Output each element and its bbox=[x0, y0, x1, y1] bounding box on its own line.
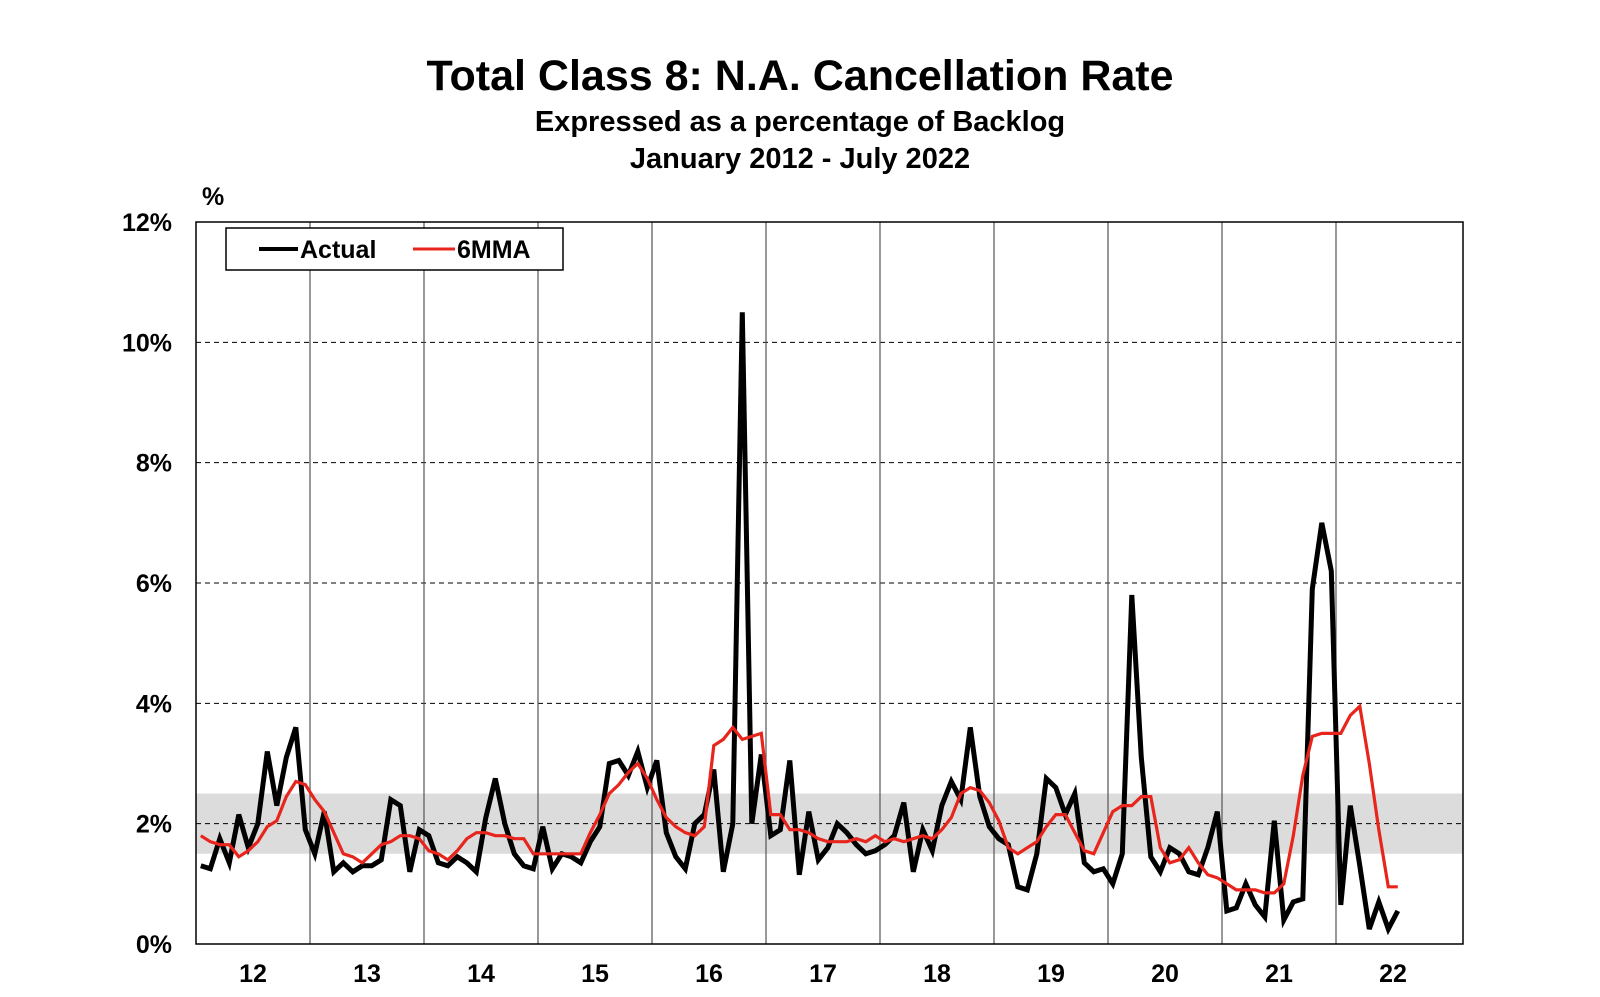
y-tick-label: 8% bbox=[136, 450, 172, 478]
y-tick-label: 12% bbox=[122, 209, 172, 237]
y-tick-label: 6% bbox=[136, 570, 172, 598]
horizontal-gridlines bbox=[196, 221, 1463, 825]
legend: Actual 6MMA bbox=[225, 227, 564, 271]
x-tick-label: 20 bbox=[1151, 960, 1179, 988]
x-tick-label: 14 bbox=[467, 960, 495, 988]
series-line-6mma bbox=[199, 703, 1398, 895]
vertical-gridlines bbox=[309, 222, 1337, 944]
chart-title: Total Class 8: N.A. Cancellation Rate bbox=[426, 52, 1174, 100]
series-group bbox=[199, 312, 1401, 936]
x-tick-label: 19 bbox=[1037, 960, 1065, 988]
y-axis-label: % bbox=[202, 183, 224, 211]
plot-frame bbox=[195, 221, 1464, 945]
legend-label-6mma: 6MMA bbox=[457, 236, 531, 264]
legend-label-actual: Actual bbox=[300, 236, 376, 264]
x-tick-label: 13 bbox=[353, 960, 381, 988]
x-tick-label: 12 bbox=[239, 960, 267, 988]
x-tick-label: 22 bbox=[1379, 960, 1407, 988]
x-tick-label: 16 bbox=[695, 960, 723, 988]
y-axis-ticks: 0% 2% 4% 6% 8% 10% 12% bbox=[122, 209, 172, 959]
y-tick-label: 10% bbox=[122, 329, 172, 357]
x-tick-label: 18 bbox=[923, 960, 951, 988]
x-axis-ticks: 12 13 14 15 16 17 18 19 20 21 22 bbox=[239, 960, 1407, 988]
y-tick-label: 4% bbox=[136, 690, 172, 718]
x-tick-label: 15 bbox=[581, 960, 609, 988]
chart-date-range: January 2012 - July 2022 bbox=[629, 143, 971, 175]
x-tick-label: 21 bbox=[1265, 960, 1293, 988]
y-tick-label: 2% bbox=[136, 811, 172, 839]
series-line-actual bbox=[200, 312, 1401, 936]
y-tick-label: 0% bbox=[136, 931, 172, 959]
chart-subtitle: Expressed as a percentage of Backlog bbox=[534, 106, 1066, 138]
x-tick-label: 17 bbox=[809, 960, 837, 988]
